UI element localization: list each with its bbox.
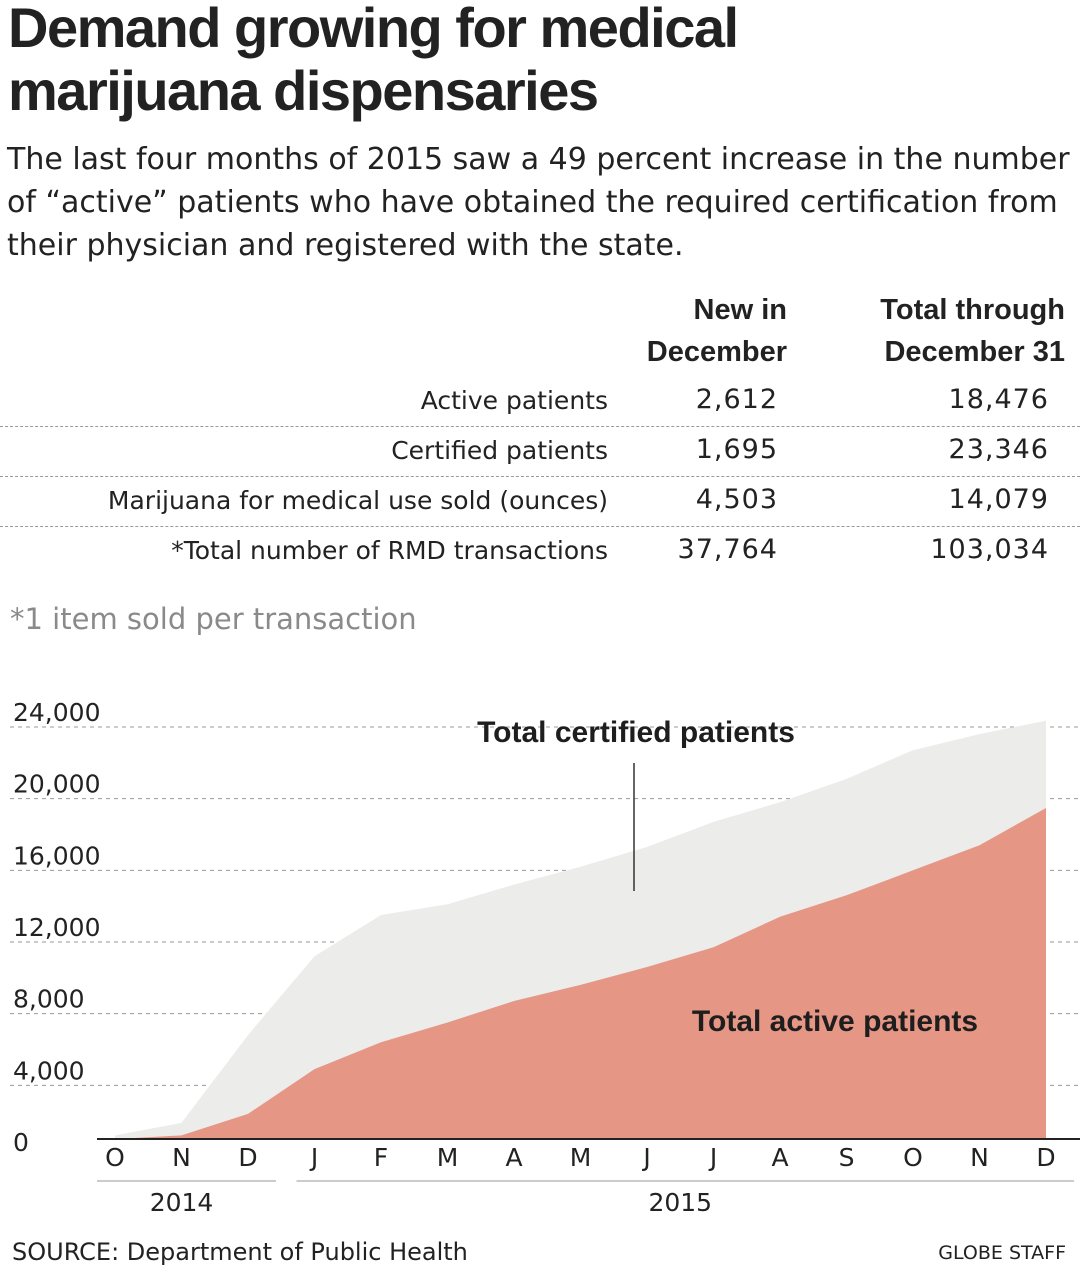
y-tick-label: 16,000 <box>13 841 100 870</box>
col-header-new-line-2: December <box>646 336 787 368</box>
col-header-total: Total through December 31 <box>800 289 1065 373</box>
col-header-total-line-2: December 31 <box>884 336 1065 368</box>
cell-active-total: 18,476 <box>948 384 1049 415</box>
x-axis: O N D J F M A M J J A S O N D 2014 2015 <box>97 1138 1080 1217</box>
x-tick-label: S <box>839 1143 855 1172</box>
x-tick-label: A <box>505 1143 522 1172</box>
row-divider <box>0 476 1080 477</box>
series-label-certified: Total certified patients <box>477 716 795 749</box>
cell-active-new: 2,612 <box>695 384 778 415</box>
col-header-new: New in December <box>590 289 787 373</box>
row-label-rmd-transactions: *Total number of RMD transactions <box>171 536 608 565</box>
chart-areas <box>115 720 1046 1139</box>
credit: GLOBE STAFF <box>938 1242 1066 1264</box>
y-axis: 0 4,000 8,000 12,000 16,000 20,000 24,000 <box>13 698 100 1157</box>
y-tick-label: 8,000 <box>13 985 85 1014</box>
col-header-total-line-1: Total through <box>880 294 1065 326</box>
cell-certified-total: 23,346 <box>948 434 1049 465</box>
headline-line-1: Demand growing for medical <box>8 0 739 59</box>
row-divider <box>0 426 1080 427</box>
cell-rmd-transactions-total: 103,034 <box>930 534 1049 565</box>
cell-rmd-transactions-new: 37,764 <box>677 534 778 565</box>
year-label: 2014 <box>150 1188 214 1217</box>
x-tick-label: O <box>105 1143 125 1172</box>
x-tick-label: M <box>437 1143 459 1172</box>
footnote: *1 item sold per transaction <box>10 602 417 636</box>
row-label-active: Active patients <box>420 386 608 415</box>
x-tick-label: N <box>172 1143 191 1172</box>
area-total-active-patients <box>115 808 1046 1139</box>
cell-certified-new: 1,695 <box>695 434 778 465</box>
x-tick-label: M <box>570 1143 592 1172</box>
x-tick-label: D <box>1036 1143 1055 1172</box>
x-tick-label: N <box>970 1143 989 1172</box>
cell-marijuana-sold-total: 14,079 <box>948 484 1049 515</box>
y-tick-label: 0 <box>13 1128 29 1157</box>
year-label: 2015 <box>648 1188 712 1217</box>
headline: Demand growing for medical marijuana dis… <box>8 0 1073 122</box>
dek: The last four months of 2015 saw a 49 pe… <box>7 142 1070 263</box>
x-tick-label: D <box>238 1143 257 1172</box>
cell-marijuana-sold-new: 4,503 <box>695 484 778 515</box>
y-tick-label: 12,000 <box>13 913 100 942</box>
x-tick-label: A <box>771 1143 788 1172</box>
series-label-active: Total active patients <box>692 1005 978 1038</box>
y-tick-label: 4,000 <box>13 1056 85 1085</box>
row-divider <box>0 526 1080 527</box>
x-tick-label: J <box>708 1143 717 1172</box>
series-labels: Total certified patients Total active pat… <box>477 716 978 1038</box>
x-tick-label: J <box>309 1143 318 1172</box>
col-header-new-line-1: New in <box>693 294 787 326</box>
headline-line-2: marijuana dispensaries <box>8 59 599 122</box>
row-label-marijuana-sold: Marijuana for medical use sold (ounces) <box>107 486 608 515</box>
area-chart: 0 4,000 8,000 12,000 16,000 20,000 24,000 O N D J… <box>10 698 1080 1217</box>
x-tick-label: O <box>903 1143 923 1172</box>
x-tick-label: J <box>641 1143 650 1172</box>
row-label-certified: Certified patients <box>391 436 608 465</box>
source: SOURCE: Department of Public Health <box>12 1238 468 1266</box>
y-tick-label: 24,000 <box>13 698 100 727</box>
x-tick-label: F <box>374 1143 388 1172</box>
y-tick-label: 20,000 <box>13 770 100 799</box>
